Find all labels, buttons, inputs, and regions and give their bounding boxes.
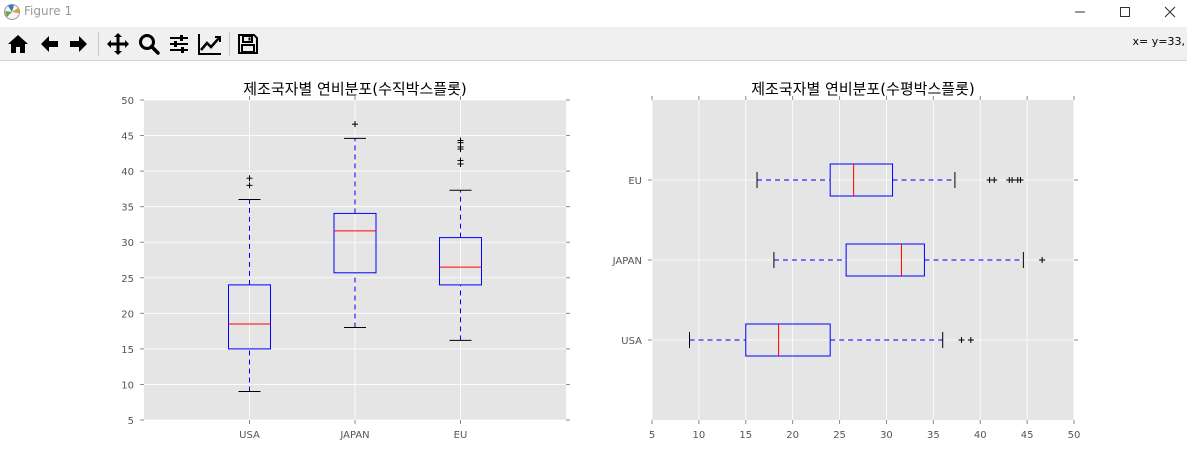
x-tick-label: 35 [927, 430, 940, 441]
x-tick-label: 20 [786, 430, 799, 441]
flier-point [352, 121, 358, 128]
customize-button[interactable] [196, 30, 224, 58]
home-button[interactable] [4, 30, 32, 58]
x-tick-label: 25 [833, 430, 846, 441]
box-japan [845, 243, 925, 277]
toolbar-separator [98, 32, 99, 56]
move-icon [107, 33, 129, 55]
arrow-left-icon [41, 36, 58, 52]
minimize-button[interactable] [1057, 0, 1103, 24]
y-tick-label: USA [621, 336, 642, 347]
x-tick-label: 5 [649, 430, 655, 441]
home-icon [8, 35, 28, 53]
y-tick-label: 25 [121, 274, 134, 285]
figure-canvas[interactable]: 5 10 15 20 25 30 35 40 45 50 USA JAPAN EU 제조국자별 연비분포(… [0, 60, 1187, 452]
box-usa [228, 284, 271, 350]
zoom-button[interactable] [135, 30, 163, 58]
y-tick-label: 10 [121, 380, 134, 391]
sliders-icon [170, 35, 188, 53]
navigation-toolbar: x= y=33, [0, 27, 1187, 61]
maximize-button[interactable] [1102, 0, 1148, 24]
flier-point [1039, 257, 1046, 263]
minimize-icon [1075, 11, 1085, 13]
x-tick-label: EU [454, 430, 468, 441]
y-tick-label: EU [628, 176, 642, 187]
flier-point [246, 175, 253, 182]
chart-title-vertical: 제조국자별 연비분포(수직박스플롯) [243, 80, 466, 98]
x-tick-label: 40 [974, 430, 987, 441]
close-button[interactable] [1147, 0, 1187, 24]
window-titlebar: Figure 1 [0, 0, 1187, 24]
save-button[interactable] [234, 30, 262, 58]
y-tick-label: 30 [121, 238, 134, 249]
flier-point [1017, 177, 1024, 183]
y-tick-label: 15 [121, 345, 134, 356]
x-tick-label: JAPAN [339, 430, 369, 441]
matplotlib-icon [4, 4, 20, 20]
x-tick-label: 10 [693, 430, 706, 441]
x-tick-label: 50 [1068, 430, 1081, 441]
x-tick-label: 45 [1021, 430, 1034, 441]
flier-point [958, 337, 965, 343]
y-tick-label: 45 [121, 132, 134, 143]
chart-title-horizontal: 제조국자별 연비분포(수평박스플롯) [751, 80, 974, 98]
y-tick-label: 5 [128, 416, 134, 427]
box-usa [745, 323, 831, 357]
flier-point [991, 177, 998, 183]
x-tick-label: 30 [880, 430, 893, 441]
magnifier-icon [139, 34, 160, 55]
flier-point [1009, 177, 1016, 183]
x-tick-label: USA [239, 430, 260, 441]
flier-point [457, 157, 464, 164]
arrow-right-icon [70, 36, 87, 52]
forward-button[interactable] [65, 30, 93, 58]
chart-line-icon [198, 34, 221, 55]
pan-button[interactable] [104, 30, 132, 58]
y-tick-label: 35 [121, 203, 134, 214]
box-eu [439, 237, 482, 286]
y-tick-label: 40 [121, 167, 134, 178]
box-eu [829, 163, 894, 197]
window-title: Figure 1 [24, 4, 73, 18]
coordinate-readout: x= y=33, [1132, 35, 1185, 48]
maximize-icon [1120, 7, 1130, 17]
close-icon [1164, 6, 1176, 18]
flier-point [457, 137, 464, 144]
floppy-disk-icon [238, 34, 258, 54]
back-button[interactable] [35, 30, 63, 58]
toolbar-separator [229, 32, 230, 56]
flier-point [246, 182, 253, 189]
box-japan [333, 212, 377, 274]
y-tick-label: JAPAN [612, 256, 642, 267]
subplots-button[interactable] [165, 30, 193, 58]
y-tick-label: 50 [121, 96, 134, 107]
flier-point [967, 337, 974, 343]
y-tick-label: 20 [121, 309, 134, 320]
x-tick-label: 15 [739, 430, 752, 441]
